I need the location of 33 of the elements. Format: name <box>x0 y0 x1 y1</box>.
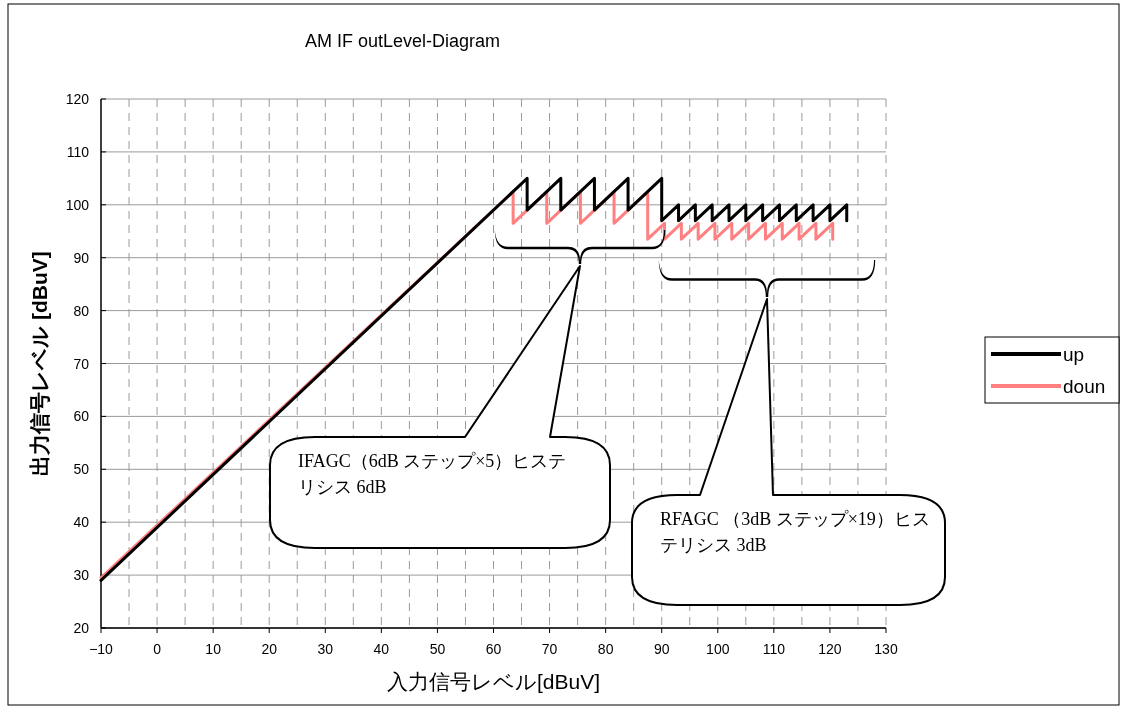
x-tick-label: 90 <box>653 641 670 657</box>
y-tick-label: 100 <box>65 196 90 213</box>
chart-title: AM IF outLevel-Diagram <box>305 31 501 51</box>
x-tick-label: 50 <box>429 641 446 657</box>
x-tick-label: 80 <box>597 641 614 657</box>
x-tick-label: 10 <box>205 641 222 657</box>
x-tick-label: 20 <box>261 641 278 657</box>
y-tick-label: 120 <box>65 91 90 107</box>
x-tick-label: 40 <box>373 641 390 657</box>
x-tick-label: 30 <box>317 641 334 657</box>
x-tick-label: 120 <box>818 641 842 657</box>
y-tick-label: 90 <box>73 249 90 266</box>
x-tick-label: 60 <box>485 641 502 657</box>
y-tick-label: 50 <box>73 461 90 478</box>
x-tick-label: −10 <box>89 641 114 657</box>
x-tick-label: 100 <box>706 641 730 657</box>
x-tick-label: 130 <box>874 641 898 657</box>
x-tick-label: 110 <box>762 641 786 657</box>
y-tick-label: 30 <box>73 567 90 584</box>
legend-label: doun <box>1063 376 1106 397</box>
y-tick-label: 110 <box>66 143 90 160</box>
annotation: IFAGC（6dB ステップ×5）ヒステリシス 6dB <box>298 451 567 497</box>
x-tick-label: 0 <box>153 641 162 657</box>
annotation: RFAGC （3dB ステップ×19）ヒステリシス 3dB <box>660 509 930 555</box>
legend-label: up <box>1063 344 1085 365</box>
x-axis-title: 入力信号レベル[dBuV] <box>386 670 601 693</box>
y-tick-label: 40 <box>73 514 90 531</box>
y-tick-label: 20 <box>73 620 90 636</box>
y-tick-label: 70 <box>73 355 90 372</box>
y-tick-label: 60 <box>73 408 90 425</box>
x-tick-label: 70 <box>541 641 558 657</box>
y-tick-label: 80 <box>73 302 90 319</box>
y-axis-title: 出力信号レベル [dBuV] <box>28 251 51 476</box>
